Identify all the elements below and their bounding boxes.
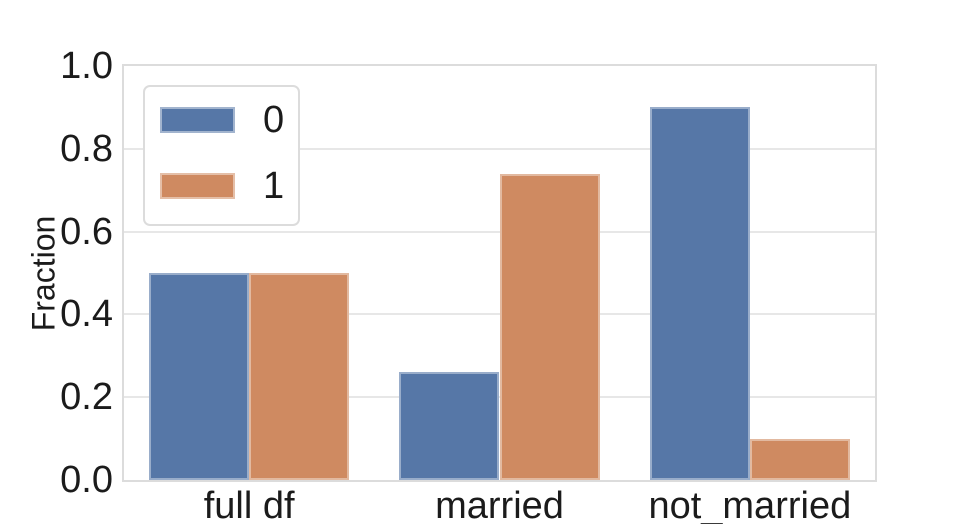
y-tick-label: 1.0 [60,45,113,87]
legend-swatch-1 [160,173,235,199]
x-tick-label: full df [203,485,295,524]
legend-swatch-0 [160,107,235,133]
y-axis-label-wrap: Fraction [14,64,74,482]
bar-married-0 [399,372,500,480]
bar-married-1 [499,173,600,480]
x-tick-label: married [435,485,564,524]
legend-entry-1: 1 [160,167,284,205]
y-tick-label: 0.2 [60,376,113,419]
legend-entry-0: 0 [160,101,284,139]
legend-label-0: 0 [263,99,285,141]
y-axis-label: Fraction [25,215,62,331]
y-gridline [124,147,875,150]
bar-not_married-0 [649,107,750,480]
legend-label-1: 1 [263,165,285,207]
bar-full-df-0 [149,273,250,480]
y-tick-label: 0.4 [60,293,113,336]
x-tick-label: not_married [648,485,852,524]
bar-full-df-1 [249,273,350,480]
y-tick-label: 0.0 [60,459,113,501]
y-tick-label: 0.6 [60,210,113,253]
bar-not_married-1 [749,438,850,480]
y-tick-label: 0.8 [60,127,113,170]
